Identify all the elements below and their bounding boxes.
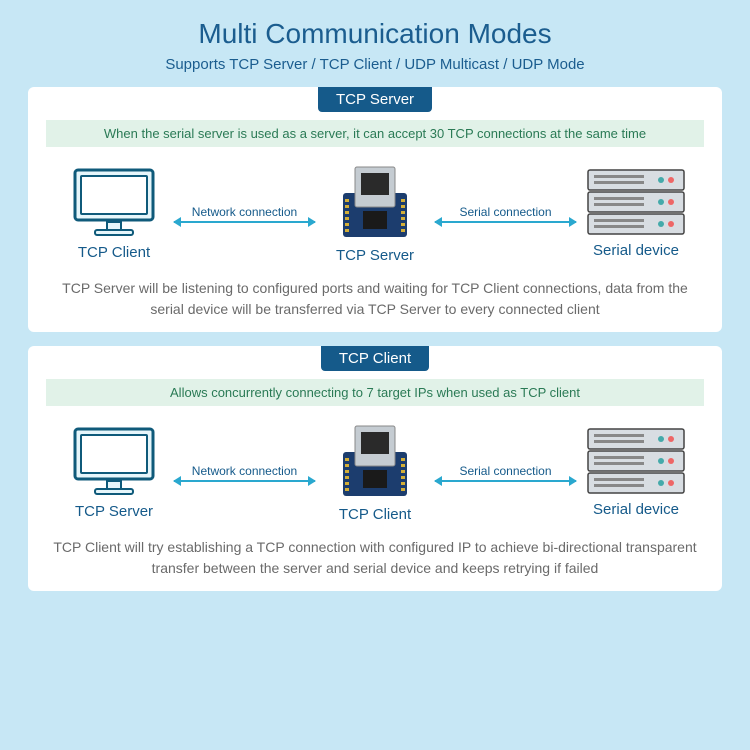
node-label: TCP Client [339,506,411,523]
arrow-line-icon [435,480,576,482]
arrow-right: Serial connection [435,464,576,482]
arrow-label: Network connection [192,464,297,478]
mode-description: Allows concurrently connecting to 7 targ… [46,379,704,406]
mode-panel: TCP Client Allows concurrently connectin… [28,346,722,591]
node-left: TCP Client [54,166,174,261]
server-icon [586,427,686,495]
node-label: Serial device [593,501,679,518]
node-label: TCP Server [75,503,153,520]
arrow-label: Serial connection [459,205,551,219]
diagram-row: TCP Client Network connection TCP Server… [46,157,704,268]
arrow-line-icon [174,221,315,223]
mode-panel: TCP Server When the serial server is use… [28,87,722,332]
module-icon [335,163,415,241]
node-middle: TCP Server [315,163,435,264]
arrow-label: Serial connection [459,464,551,478]
node-label: Serial device [593,242,679,259]
arrow-left: Network connection [174,205,315,223]
monitor-icon [71,425,157,497]
monitor-icon [71,166,157,238]
diagram-row: TCP Server Network connection TCP Client… [46,416,704,527]
module-icon [335,422,415,500]
node-label: TCP Server [336,247,414,264]
mode-footer-text: TCP Server will be listening to configur… [46,278,704,320]
arrow-line-icon [174,480,315,482]
page-subtitle: Supports TCP Server / TCP Client / UDP M… [28,56,722,73]
arrow-left: Network connection [174,464,315,482]
node-left: TCP Server [54,425,174,520]
arrow-label: Network connection [192,205,297,219]
mode-badge: TCP Client [321,346,429,371]
arrow-right: Serial connection [435,205,576,223]
arrow-line-icon [435,221,576,223]
node-right: Serial device [576,168,696,259]
server-icon [586,168,686,236]
infographic-page: Multi Communication Modes Supports TCP S… [0,0,750,750]
mode-badge: TCP Server [318,87,432,112]
mode-footer-text: TCP Client will try establishing a TCP c… [46,537,704,579]
mode-description: When the serial server is used as a serv… [46,120,704,147]
page-title: Multi Communication Modes [28,18,722,50]
node-label: TCP Client [78,244,150,261]
node-middle: TCP Client [315,422,435,523]
node-right: Serial device [576,427,696,518]
